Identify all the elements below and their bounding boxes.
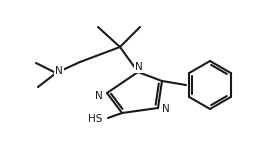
Text: N: N (162, 104, 170, 114)
Text: N: N (135, 62, 143, 72)
Text: HS: HS (88, 114, 102, 124)
Text: N: N (95, 91, 103, 101)
Text: N: N (55, 66, 63, 76)
